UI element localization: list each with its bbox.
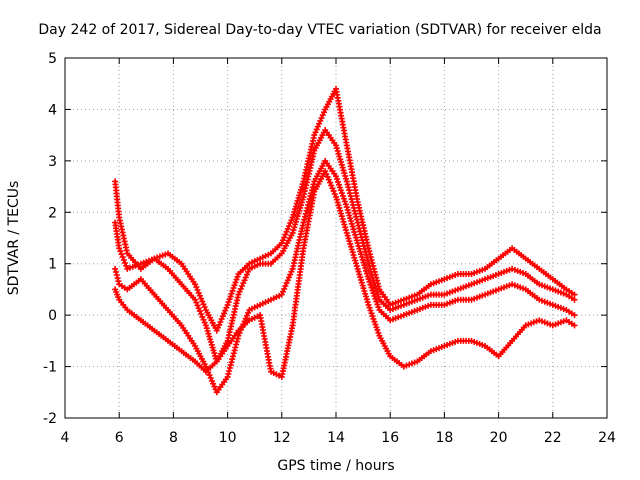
series-s3 [112,157,578,396]
x-tick-label: 10 [219,430,237,446]
x-tick-label: 14 [327,430,345,446]
chart-title: Day 242 of 2017, Sidereal Day-to-day VTE… [38,22,601,38]
y-tick-label: 0 [48,308,57,324]
data-point-marker [343,178,350,185]
series-s1 [112,85,578,334]
data-point-marker [225,299,232,306]
data-point-marker [357,231,364,238]
data-point-marker [345,184,352,191]
data-point-marker [370,315,377,322]
data-point-marker [346,190,353,197]
data-point-marker [363,296,370,303]
data-point-marker [362,249,369,255]
data-point-marker [374,301,381,308]
data-point-marker [328,182,335,189]
y-axis-label: SDTVAR / TECUs [6,181,22,296]
data-point-marker [372,295,379,302]
data-point-marker [369,287,376,294]
x-tick-label: 8 [169,430,178,446]
y-tick-label: 2 [48,205,57,221]
y-tick-label: 1 [48,257,57,273]
data-point-marker [287,271,294,278]
data-point-marker [231,282,238,289]
y-tick-label: 4 [48,102,57,118]
x-tick-label: 12 [273,430,291,446]
data-point-marker [117,248,124,255]
data-point-marker [560,290,567,297]
x-tick-label: 22 [544,430,562,446]
x-tick-label: 20 [490,430,508,446]
data-point-marker [560,306,567,312]
x-tick-label: 4 [61,430,70,446]
data-point-marker [361,262,368,269]
data-point-marker [560,318,567,325]
data-point-marker [233,276,240,283]
data-point-marker [322,168,329,175]
x-tick-label: 24 [598,430,616,446]
data-point-marker [509,265,516,272]
y-axis-ticks: -2 -1 0 1 2 3 4 5 [43,51,607,427]
data-point-marker [350,204,357,211]
data-point-marker [305,199,312,205]
data-point-marker [479,342,486,348]
data-point-marker [228,290,235,297]
data-point-marker [353,216,360,223]
data-point-marker [226,296,233,303]
data-point-marker [330,188,337,195]
x-tick-label: 6 [115,430,124,446]
data-point-marker [363,267,369,274]
data-point-marker [373,288,380,295]
series-s2 [112,127,578,365]
data-point-marker [509,281,516,288]
data-point-marker [370,277,377,284]
x-tick-label: 18 [435,430,453,446]
data-point-marker [571,312,578,319]
data-point-marker [202,322,209,329]
data-point-marker [375,293,382,300]
data-point-marker [359,237,366,244]
data-point-marker [571,291,578,298]
data-point-marker [366,278,373,285]
grid [65,58,607,418]
data-point-marker [356,271,363,278]
data-point-marker [283,280,290,287]
data-point-marker [454,286,461,293]
series-group [112,85,578,396]
x-axis-label: GPS time / hours [277,458,394,474]
data-point-marker [479,266,486,273]
series-s4 [112,168,578,380]
data-point-marker [281,285,288,292]
data-point-marker [368,271,375,278]
x-axis-ticks: 4 6 8 10 12 14 16 18 20 22 24 [61,58,616,446]
data-point-marker [123,262,130,269]
y-tick-label: 3 [48,154,57,170]
data-point-marker [373,324,380,331]
data-point-marker [368,310,375,317]
data-point-marker [571,322,578,329]
x-tick-label: 16 [381,430,399,446]
y-tick-label: -1 [43,360,57,376]
y-tick-label: 5 [48,51,57,67]
data-point-marker [571,296,578,303]
data-point-marker [365,301,372,308]
y-tick-label: -2 [43,411,57,427]
data-point-marker [112,268,119,275]
data-point-marker [367,281,374,288]
data-point-marker [302,210,309,217]
data-point-marker [375,329,382,336]
data-point-marker [119,254,126,261]
data-point-marker [479,277,486,284]
data-point-marker [479,292,486,299]
